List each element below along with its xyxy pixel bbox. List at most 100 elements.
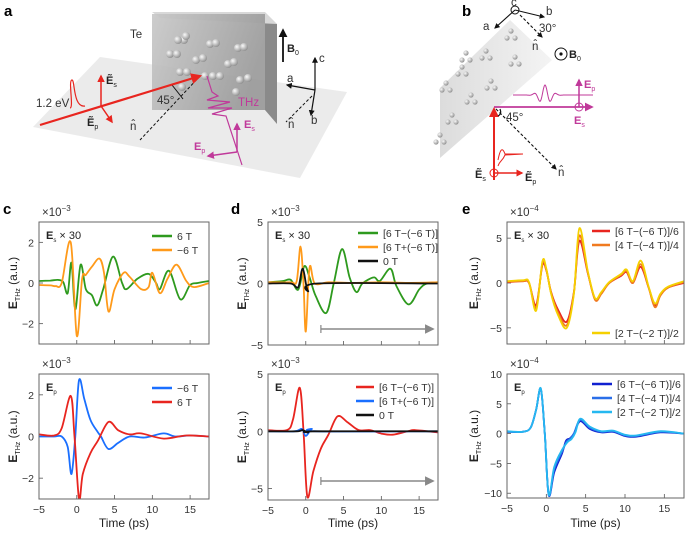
exponent-base: ×10 [271,359,291,371]
x-axis-label: Time (ps) [99,516,149,530]
series-line-2 [507,386,684,497]
panel-label-d: d [231,201,240,218]
thz-es-out-icon [574,102,584,112]
y-tick-label: 5 [257,217,263,229]
legend-label: [6 T−(−6 T)] [383,228,438,240]
y-label-symbol: E [467,454,481,462]
y-axis-label: ETHz (a.u.) [235,411,251,463]
atom [487,55,493,61]
panel-label-b: b [462,3,471,20]
y-tick-label: 0 [257,279,263,291]
plot-area [268,386,438,499]
y-tick-label: 0 [496,278,502,290]
legend-label: −6 T [177,383,199,395]
y-tick-label: 10 [490,369,502,381]
material-label: Te [130,29,142,41]
axis-exponent: ×10−4 [510,356,539,371]
field-annotation: Es × 30 [46,230,81,244]
x-tick-label: −5 [33,504,45,516]
y-label-unit: (a.u.) [6,257,20,288]
legend-label: 0 T [383,256,399,268]
thz-ep-label-b: Ep [584,79,595,93]
atom [504,35,510,41]
pump-ep-arrow [100,105,113,124]
x-tick-label: 10 [619,503,631,515]
x-tick-label: 0 [543,503,549,515]
y-tick-label: −2 [22,319,34,331]
x-tick-label: −5 [501,503,513,515]
a-axis-label-b: a [483,21,490,33]
y-axis-label: ETHz (a.u.) [235,257,251,309]
legend-label: [6 T−(−6 T)]/6 [615,226,679,238]
field-annotation: Ep [514,382,525,396]
x-tick-label: 5 [112,504,118,516]
a-axis-label: a [287,73,294,85]
series-line-2 [268,429,438,434]
thz-ep-label: Ep [194,141,205,155]
legend-label: [6 T−(−6 T)] [379,382,434,394]
te-block-front [152,14,265,110]
axes-frame [506,221,685,345]
y-tick-label: 2 [28,237,34,249]
thz-ep-arrow [206,151,238,159]
x-tick-label: 10 [146,504,158,516]
normal-arrow-b [495,108,557,170]
pump-beam-arrow [39,73,203,127]
x-tick-label: 10 [375,505,387,517]
atom [492,85,498,91]
annotation-symbol: E [46,230,53,242]
legend-label: 6 T [177,231,193,243]
atom [508,61,514,67]
c-axis-label-b: c [511,0,517,9]
axis-exponent: ×10−4 [510,204,539,219]
te-atom-chains [166,32,252,96]
y-tick-label: −5 [251,340,263,352]
atom [508,28,514,34]
axis-exponent: ×10−3 [42,204,71,219]
exponent-power: −3 [291,356,301,365]
atom [516,61,522,67]
pump-es-label-b: Ẽs [475,168,486,183]
legend-label: [4 T−(−4 T)]/4 [617,393,681,405]
y-axis-label: ETHz (a.u.) [467,410,483,462]
axes-frame [267,221,439,346]
atom [468,92,474,98]
series-line-2 [507,227,684,330]
normal-arrow-top [519,14,543,38]
y-tick-label: 5 [496,233,502,245]
atom [437,132,443,138]
x-tick-label: 0 [303,505,309,517]
exponent-power: −3 [291,204,301,213]
y-label-unit: (a.u.) [467,257,481,288]
exponent-base: ×10 [271,207,291,219]
series-line-1 [39,394,209,499]
normal-dashed-line-right [285,95,313,123]
angle-arc-b [497,108,502,117]
y-tick-label: 0 [496,429,502,441]
angle-45-label-b: 45° [506,112,523,124]
diagram-b: c a b 30° n̂ B0 Ep Es Ẽs Ẽp n̂ 45° [433,0,595,186]
atom [459,64,465,70]
atom [464,99,470,105]
y-tick-label: 5 [496,399,502,411]
x-tick-label: 5 [583,503,589,515]
atom [512,54,518,60]
annotation-subscript: p [282,390,286,396]
annotation-subscript: s [53,238,56,244]
x-tick-label: 15 [413,505,425,517]
y-label-subscript: THz [476,441,483,454]
annotation-suffix: × 30 [285,230,310,242]
y-tick-label: 5 [257,369,263,381]
normal-label-right: n̂ [288,117,294,131]
axes-frame [267,373,439,501]
axis-exponent: ×10−3 [42,356,71,371]
x-tick-label: 15 [184,504,196,516]
axis-exponent: ×10−3 [271,204,300,219]
annotation-symbol: E [275,382,282,394]
legend-label: 6 T [177,397,193,409]
a-axis-arrow [285,82,316,91]
magnetic-field-label-b: B0 [569,49,581,63]
